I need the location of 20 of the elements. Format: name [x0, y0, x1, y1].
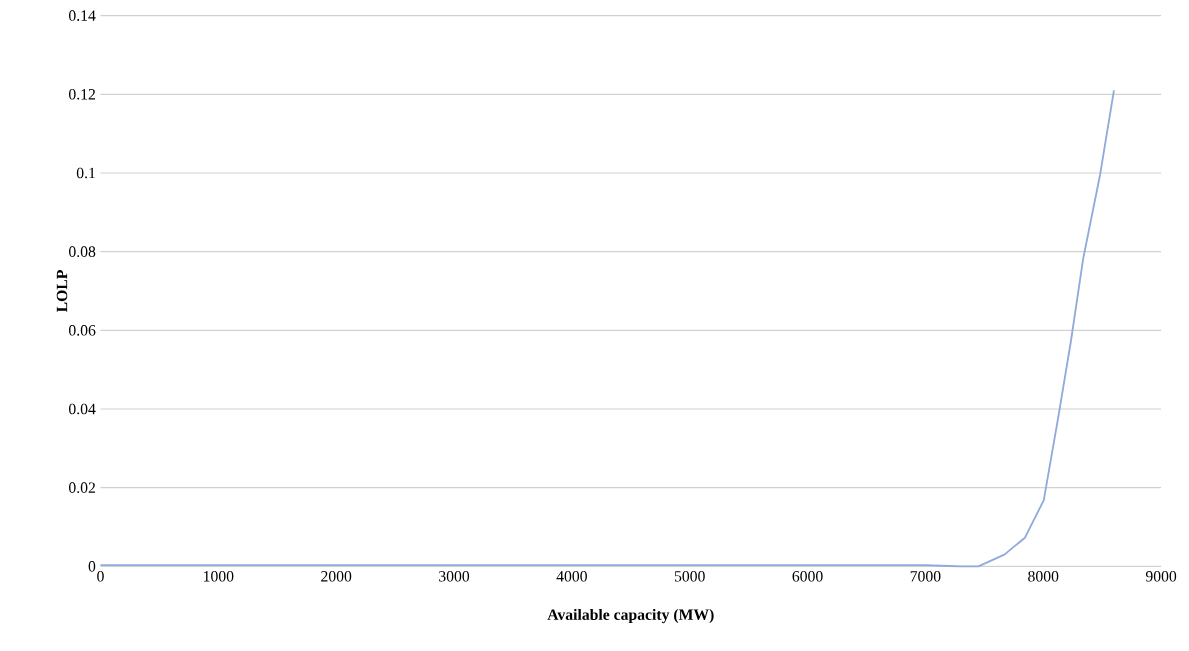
y-tick-label: 0.12 — [69, 88, 95, 100]
y-tick-label: 0.06 — [69, 324, 96, 336]
x-tick-label: 5000 — [674, 570, 705, 582]
x-tick-label: 4000 — [556, 570, 587, 582]
y-tick-label: 0.02 — [69, 482, 95, 493]
x-tick-label: 1000 — [204, 570, 234, 582]
x-tick-label: 3000 — [439, 570, 470, 582]
y-tick-label: 0.04 — [69, 403, 96, 415]
x-tick-label: 9000 — [1145, 570, 1177, 582]
y-tick-label: 0 — [88, 560, 96, 572]
x-tick-label: 7000 — [910, 570, 941, 582]
y-axis-title: LOLP — [56, 269, 68, 312]
y-tick-label: 0.08 — [69, 246, 96, 257]
y-tick-label: 0.1 — [76, 167, 95, 179]
x-tick-label: 8000 — [1028, 570, 1059, 582]
x-axis-title: Available capacity (MW) — [547, 608, 714, 624]
x-tick-label: 0 — [97, 570, 104, 582]
y-tick-label: 0.14 — [69, 10, 96, 21]
x-tick-label: 6000 — [792, 570, 823, 582]
x-tick-label: 2000 — [321, 570, 352, 582]
